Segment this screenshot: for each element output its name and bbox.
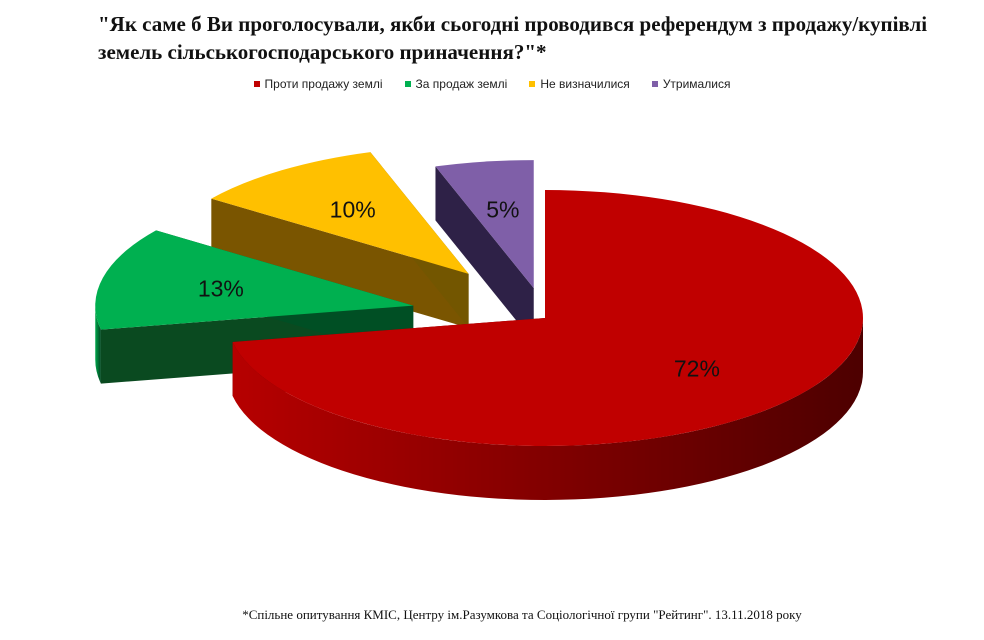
legend-swatch-undecided — [529, 81, 536, 87]
slice-against: 72% — [232, 190, 863, 500]
data-label-abstained: 5% — [486, 197, 519, 223]
legend-label-undecided: Не визначилися — [540, 77, 630, 91]
slice-top-against — [232, 190, 863, 446]
legend-item-for: За продаж землі — [404, 77, 508, 91]
slice-undecided: 10% — [211, 152, 469, 328]
slice-wall-start-abstained — [435, 166, 534, 343]
legend-item-against: Проти продажу землі — [253, 77, 383, 91]
legend-swatch-for — [404, 81, 411, 87]
footnote: *Спільне опитування КМІС, Центру ім.Разу… — [242, 607, 802, 622]
legend-label-abstained: Утрималися — [662, 77, 731, 91]
legend-label-for: За продаж землі — [415, 77, 508, 91]
slice-top-for — [95, 230, 414, 330]
slice-abstained: 5% — [435, 160, 534, 343]
legend-swatch-abstained — [651, 81, 658, 87]
legend-item-undecided: Не визначилися — [529, 77, 630, 91]
data-label-undecided: 10% — [330, 197, 376, 223]
slice-wall-start-undecided — [211, 198, 469, 328]
slice-top-abstained — [435, 160, 534, 289]
chart-title: "Як саме б Ви проголосували, якби сьогод… — [98, 12, 928, 64]
legend-swatch-against — [253, 81, 260, 87]
legend-label-against: Проти продажу землі — [264, 77, 383, 91]
legend-item-abstained: Утрималися — [651, 77, 731, 91]
data-label-for: 13% — [198, 275, 244, 301]
slice-top-undecided — [211, 152, 469, 274]
data-label-against: 72% — [674, 356, 720, 382]
slice-side-for — [95, 305, 101, 384]
slice-side-against — [232, 318, 863, 500]
legend: Проти продажу землі За продаж землі Не в… — [0, 77, 984, 91]
